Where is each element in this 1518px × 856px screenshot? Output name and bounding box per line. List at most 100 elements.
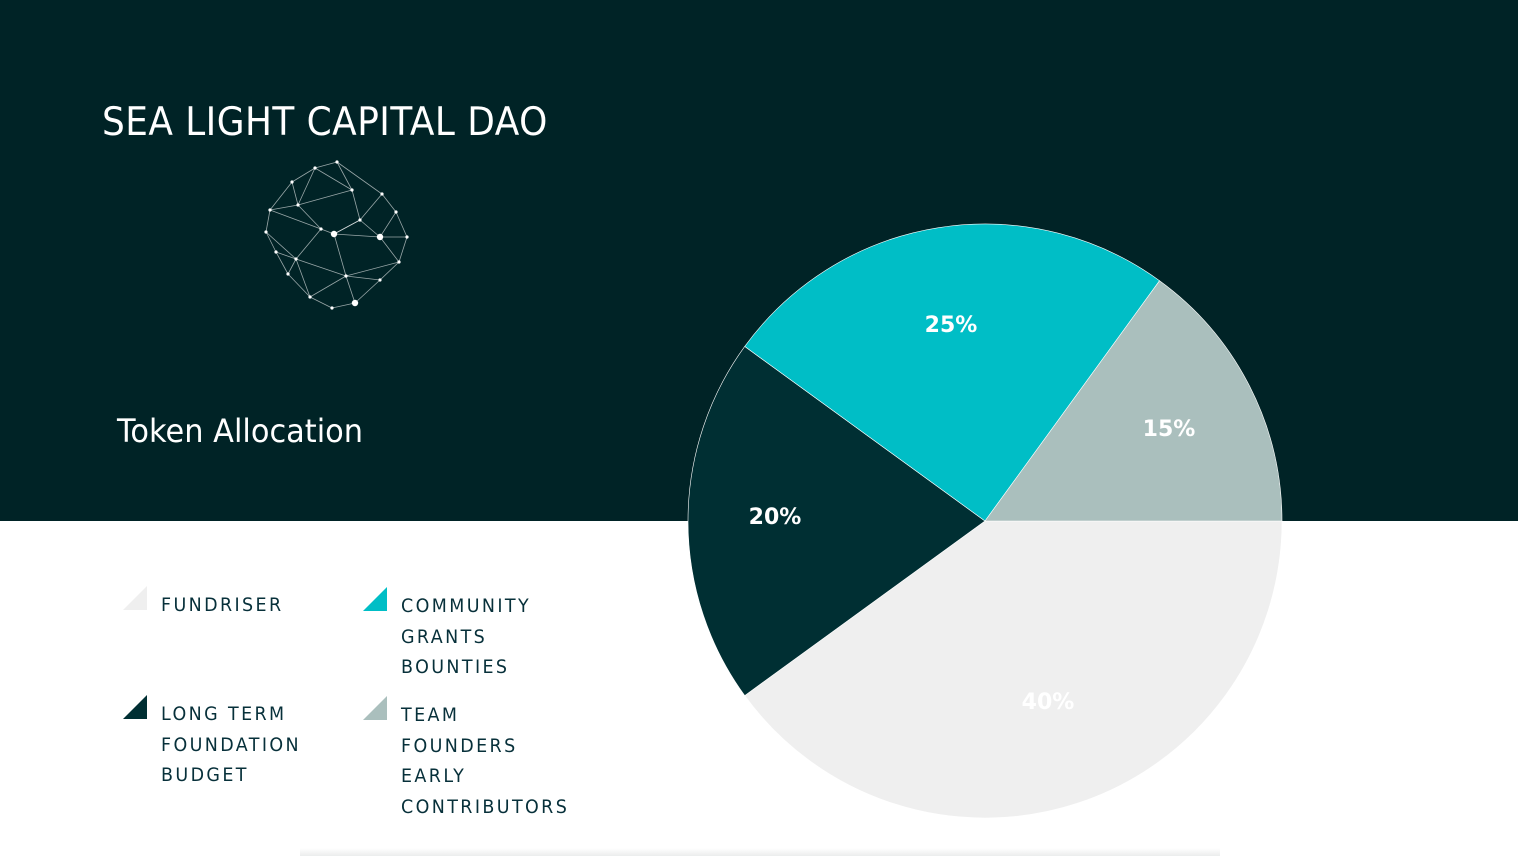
legend-label: GRANTS bbox=[401, 625, 488, 648]
globe-edge bbox=[291, 181, 299, 206]
globe-node bbox=[376, 233, 384, 241]
globe-node bbox=[290, 180, 294, 184]
globe-node bbox=[378, 278, 382, 282]
globe-edge bbox=[359, 219, 381, 238]
globe-edge bbox=[295, 258, 347, 277]
globe-edge bbox=[336, 161, 383, 195]
legend-swatch bbox=[123, 586, 147, 610]
globe-edge bbox=[379, 236, 400, 263]
network-globe-icon bbox=[264, 160, 409, 310]
legend-item-team: TEAM FOUNDERS EARLY CONTRIBUTORS bbox=[363, 696, 584, 822]
globe-edge bbox=[297, 189, 353, 206]
legend-label: CONTRIBUTORS bbox=[401, 795, 570, 818]
legend-swatch bbox=[123, 695, 147, 719]
pie-slice bbox=[744, 520, 1283, 819]
legend-swatch-shape bbox=[363, 587, 387, 611]
globe-edge bbox=[269, 209, 322, 230]
legend-label: TEAM bbox=[401, 704, 460, 726]
globe-edge bbox=[275, 251, 297, 260]
globe-node bbox=[286, 272, 290, 276]
globe-edge bbox=[379, 261, 400, 281]
globe-edge bbox=[351, 189, 361, 221]
globe-edge bbox=[309, 296, 333, 309]
globe-edge bbox=[269, 204, 299, 211]
globe-node bbox=[308, 295, 312, 299]
pie-slice-label: 25% bbox=[925, 313, 978, 338]
bottom-shadow bbox=[300, 848, 1220, 856]
legend-item-long-term: LONG TERM FOUNDATION BUDGET bbox=[123, 695, 313, 791]
legend-label: COMMUNITY bbox=[401, 595, 532, 617]
globe-edge bbox=[295, 258, 311, 298]
globe-edge bbox=[287, 273, 311, 298]
legend-label: FUNDRISER bbox=[161, 594, 284, 616]
globe-node bbox=[380, 192, 384, 196]
legend-swatch-shape bbox=[123, 695, 147, 719]
legend-label: EARLY bbox=[401, 765, 467, 787]
globe-edge bbox=[333, 233, 347, 277]
legend-label: BOUNTIES bbox=[401, 656, 510, 678]
globe-node bbox=[405, 235, 409, 239]
globe-node bbox=[344, 274, 348, 278]
legend-swatch-shape bbox=[123, 586, 147, 610]
globe-node bbox=[319, 227, 323, 231]
globe-node bbox=[351, 299, 359, 307]
legend-text: FUNDRISER bbox=[161, 590, 294, 621]
globe-edge bbox=[333, 233, 381, 238]
globe-edge bbox=[336, 161, 353, 191]
legend-item-fundriser: FUNDRISER bbox=[123, 586, 294, 621]
pie-slice-label: 40% bbox=[1022, 690, 1075, 715]
globe-node bbox=[296, 203, 300, 207]
pie-slice bbox=[744, 223, 1160, 522]
legend-swatch-shape bbox=[363, 696, 387, 720]
pie-slice-label: 15% bbox=[1143, 417, 1196, 442]
globe-edge bbox=[395, 211, 408, 238]
globe-node bbox=[294, 257, 298, 261]
globe-node bbox=[358, 218, 362, 222]
globe-edge bbox=[354, 279, 381, 304]
globe-edge bbox=[265, 231, 297, 260]
globe-edge bbox=[297, 204, 322, 230]
legend-text: COMMUNITY GRANTS BOUNTIES bbox=[401, 591, 542, 683]
globe-node bbox=[350, 188, 354, 192]
pie-slice bbox=[984, 280, 1283, 522]
globe-edge bbox=[398, 236, 408, 263]
globe-edge bbox=[379, 211, 397, 238]
globe-node bbox=[394, 210, 398, 214]
globe-node bbox=[264, 230, 268, 234]
globe-node bbox=[397, 260, 401, 264]
globe-edge bbox=[295, 228, 322, 260]
globe-node bbox=[330, 306, 334, 310]
legend-swatch bbox=[363, 587, 387, 611]
globe-edge bbox=[345, 275, 381, 281]
globe-node bbox=[313, 166, 317, 170]
legend-label: FOUNDATION bbox=[161, 733, 302, 756]
globe-edge bbox=[331, 302, 356, 309]
globe-edge bbox=[275, 251, 289, 275]
legend-swatch bbox=[363, 696, 387, 720]
globe-edge bbox=[269, 181, 293, 211]
globe-edge bbox=[345, 261, 400, 277]
legend-text: LONG TERM FOUNDATION BUDGET bbox=[161, 699, 313, 791]
legend-item-community: COMMUNITY GRANTS BOUNTIES bbox=[363, 587, 542, 683]
globe-node bbox=[330, 230, 338, 238]
pie-slice bbox=[687, 346, 986, 696]
legend-label: LONG TERM bbox=[161, 703, 287, 725]
pie-slice-label: 20% bbox=[749, 505, 802, 530]
globe-edge bbox=[265, 209, 271, 233]
globe-edge bbox=[381, 193, 397, 213]
globe-edge bbox=[314, 167, 353, 191]
globe-edge bbox=[297, 167, 316, 206]
brand-title: SEA LIGHT CAPITAL DAO bbox=[102, 100, 548, 145]
globe-edge bbox=[265, 231, 277, 253]
globe-edge bbox=[287, 258, 297, 275]
globe-node bbox=[268, 208, 272, 212]
legend-label: BUDGET bbox=[161, 764, 249, 786]
globe-node bbox=[335, 160, 339, 164]
globe-edge bbox=[359, 193, 383, 221]
globe-node bbox=[274, 250, 278, 254]
section-title: Token Allocation bbox=[117, 412, 364, 450]
legend-text: TEAM FOUNDERS EARLY CONTRIBUTORS bbox=[401, 700, 584, 822]
globe-edge bbox=[309, 275, 347, 298]
globe-edge bbox=[345, 275, 356, 304]
globe-edge bbox=[314, 161, 338, 169]
